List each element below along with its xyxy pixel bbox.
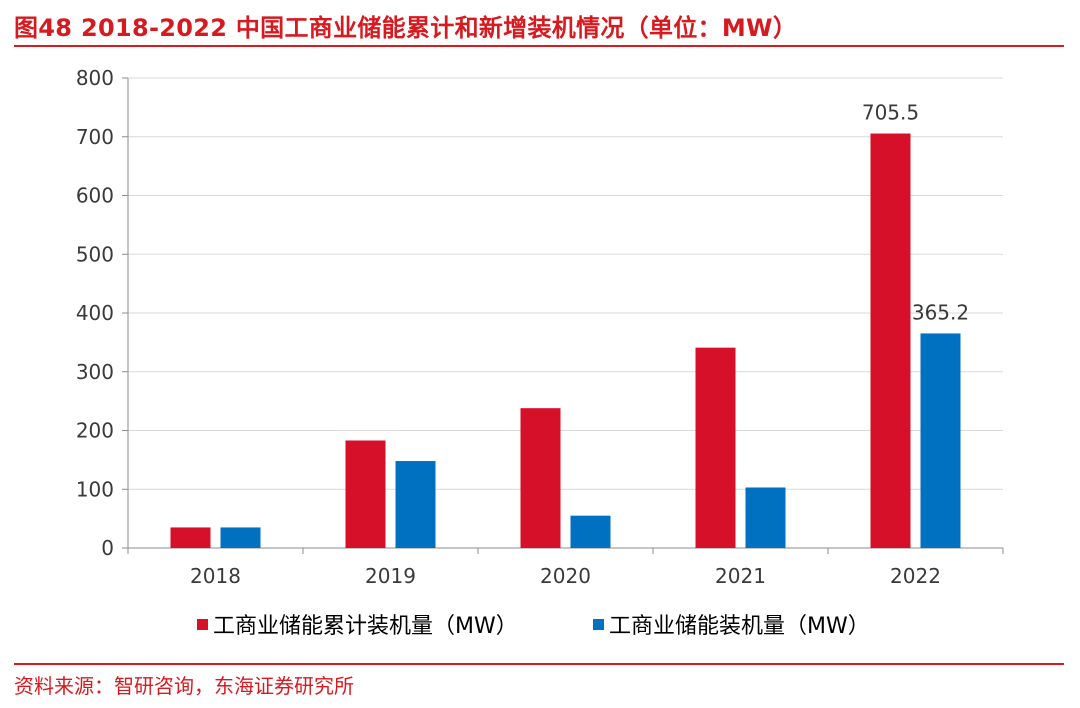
y-tick-label: 100	[76, 477, 114, 501]
bar	[220, 527, 261, 548]
bar	[920, 333, 961, 548]
x-tick-label: 2021	[715, 564, 766, 588]
x-tick-label: 2018	[190, 564, 241, 588]
data-label: 365.2	[912, 300, 969, 324]
source-note: 资料来源：智研咨询，东海证券研究所	[14, 674, 354, 698]
bar	[520, 408, 561, 548]
bar	[395, 461, 436, 548]
y-tick-label: 800	[76, 66, 114, 90]
figure-title: 图48 2018-2022 中国工商业储能累计和新增装机情况（单位：MW）	[14, 14, 798, 42]
source-rule	[14, 663, 1064, 665]
legend-label: 工商业储能装机量（MW）	[609, 614, 870, 639]
bar	[745, 487, 786, 548]
bar	[695, 347, 736, 548]
bar	[170, 527, 211, 548]
y-tick-label: 500	[76, 242, 114, 266]
y-tick-label: 200	[76, 419, 114, 443]
legend-label: 工商业储能累计装机量（MW）	[213, 614, 518, 639]
x-tick-label: 2022	[890, 564, 941, 588]
legend-swatch	[593, 619, 604, 630]
data-label: 705.5	[862, 101, 919, 125]
y-tick-label: 700	[76, 125, 114, 149]
title-rule	[14, 45, 1064, 47]
x-tick-label: 2020	[540, 564, 591, 588]
legend-swatch	[197, 619, 208, 630]
y-tick-label: 600	[76, 184, 114, 208]
y-tick-label: 300	[76, 360, 114, 384]
bar	[345, 440, 386, 548]
bar	[570, 515, 611, 548]
x-tick-label: 2019	[365, 564, 416, 588]
bar	[870, 133, 911, 549]
y-tick-label: 400	[76, 301, 114, 325]
y-tick-label: 0	[101, 536, 114, 560]
bar-chart: 0 100 200 300 400 500 600 700 800 2018 2019 2020 202…	[76, 66, 1004, 639]
